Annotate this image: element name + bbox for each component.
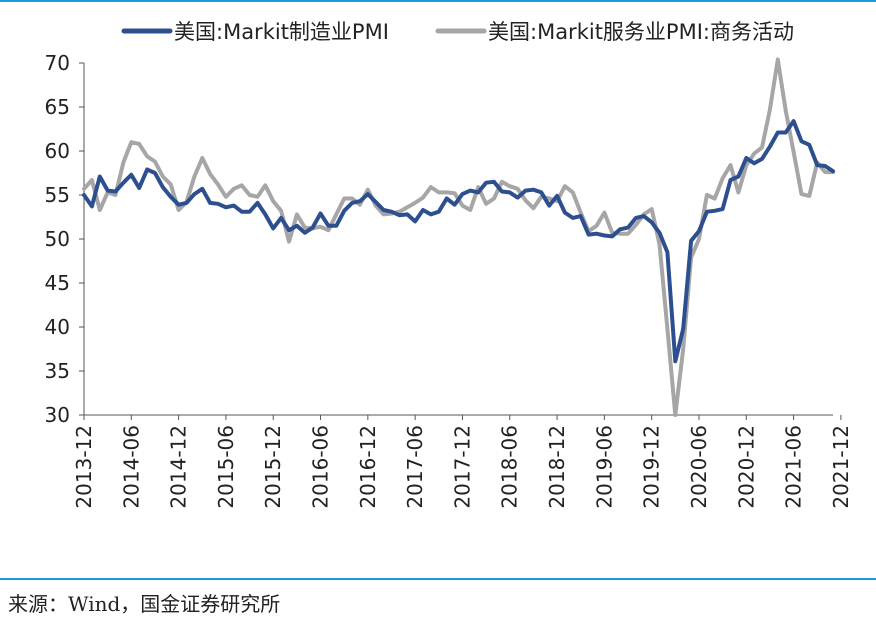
y-tick-label: 70 <box>45 51 70 75</box>
x-tick-label: 2020-06 <box>687 425 711 509</box>
x-tick-label: 2015-06 <box>214 425 238 509</box>
x-tick-label: 2017-06 <box>403 425 427 509</box>
top-rule <box>0 0 876 2</box>
y-axis: 30 35 40 45 50 55 60 65 70 <box>45 51 85 427</box>
source-note: 来源：Wind，国金证券研究所 <box>8 592 281 616</box>
x-tick-label: 2016-06 <box>309 425 333 509</box>
series-line-services-pmi <box>82 57 835 417</box>
x-tick-label: 2014-06 <box>119 425 143 509</box>
y-tick-label: 30 <box>45 403 70 427</box>
x-tick-label: 2021-06 <box>782 425 806 509</box>
y-tick-label: 50 <box>45 227 70 251</box>
line-chart: 美国:Markit制造业PMI 美国:Markit服务业PMI:商务活动 30 35… <box>45 20 853 509</box>
source-rule <box>0 578 876 580</box>
y-tick-label: 40 <box>45 315 70 339</box>
y-tick-label: 60 <box>45 139 70 163</box>
y-tick-label: 65 <box>45 95 70 119</box>
x-tick-label: 2021-12 <box>829 425 853 509</box>
x-tick-label: 2018-06 <box>498 425 522 509</box>
legend-item-services-label: 美国:Markit服务业PMI:商务活动 <box>488 20 794 44</box>
x-tick-label: 2017-12 <box>450 425 474 509</box>
x-tick-label: 2013-12 <box>72 425 96 509</box>
x-tick-label: 2019-12 <box>640 425 664 509</box>
x-tick-label: 2015-12 <box>261 425 285 509</box>
y-tick-label: 45 <box>45 271 70 295</box>
legend: 美国:Markit制造业PMI 美国:Markit服务业PMI:商务活动 <box>121 20 794 44</box>
x-tick-label: 2014-12 <box>167 425 191 509</box>
x-tick-label: 2018-12 <box>545 425 569 509</box>
x-axis: 2013-12 2014-06 2014-12 2015-06 2015-12 2016-… <box>72 414 853 509</box>
x-tick-label: 2016-12 <box>356 425 380 509</box>
legend-item-manufacturing-label: 美国:Markit制造业PMI <box>174 20 389 44</box>
series-line-manufacturing-pmi <box>82 119 835 364</box>
y-tick-label: 35 <box>45 359 70 383</box>
series-layer <box>82 57 835 417</box>
x-tick-label: 2019-06 <box>592 425 616 509</box>
x-tick-label: 2020-12 <box>734 425 758 509</box>
y-tick-label: 55 <box>45 183 70 207</box>
